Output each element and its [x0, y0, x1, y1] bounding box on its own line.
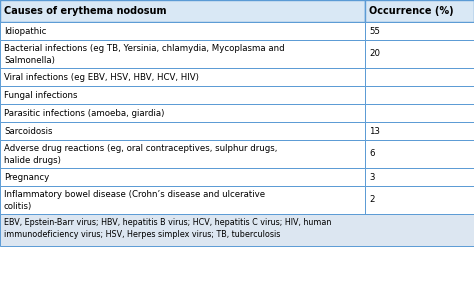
Text: Fungal infections: Fungal infections: [4, 90, 78, 99]
Text: Inflammatory bowel disease (Crohn’s disease and ulcerative
colitis): Inflammatory bowel disease (Crohn’s dise…: [4, 190, 265, 211]
Text: EBV, Epstein-Barr virus; HBV, hepatitis B virus; HCV, hepatitis C virus; HIV, hu: EBV, Epstein-Barr virus; HBV, hepatitis …: [4, 218, 331, 239]
Bar: [0, 40, 365, 68]
Bar: [0, 214, 474, 246]
Bar: [365, 140, 474, 168]
Text: Sarcoidosis: Sarcoidosis: [4, 126, 53, 135]
Text: 20: 20: [370, 50, 381, 58]
Bar: [365, 104, 474, 122]
Bar: [365, 22, 474, 40]
Bar: [365, 122, 474, 140]
Bar: [0, 68, 365, 86]
Bar: [0, 122, 365, 140]
Bar: [0, 140, 365, 168]
Text: Idiopathic: Idiopathic: [4, 26, 46, 35]
Bar: [0, 0, 365, 22]
Bar: [0, 168, 365, 186]
Text: 55: 55: [370, 26, 381, 35]
Text: 6: 6: [370, 149, 375, 158]
Bar: [365, 186, 474, 214]
Text: 3: 3: [370, 173, 375, 181]
Bar: [0, 104, 365, 122]
Bar: [365, 0, 474, 22]
Bar: [0, 186, 365, 214]
Bar: [365, 68, 474, 86]
Text: Bacterial infections (eg TB, Yersinia, chlamydia, Mycoplasma and
Salmonella): Bacterial infections (eg TB, Yersinia, c…: [4, 44, 284, 65]
Text: Causes of erythema nodosum: Causes of erythema nodosum: [4, 6, 166, 16]
Bar: [365, 40, 474, 68]
Text: Pregnancy: Pregnancy: [4, 173, 49, 181]
Bar: [365, 86, 474, 104]
Text: 2: 2: [370, 196, 375, 204]
Text: Viral infections (eg EBV, HSV, HBV, HCV, HIV): Viral infections (eg EBV, HSV, HBV, HCV,…: [4, 73, 199, 82]
Text: Occurrence (%): Occurrence (%): [368, 6, 453, 16]
Bar: [0, 22, 365, 40]
Bar: [0, 86, 365, 104]
Text: Parasitic infections (amoeba, giardia): Parasitic infections (amoeba, giardia): [4, 109, 164, 118]
Bar: [365, 168, 474, 186]
Text: 13: 13: [370, 126, 381, 135]
Text: Adverse drug reactions (eg, oral contraceptives, sulphur drugs,
halide drugs): Adverse drug reactions (eg, oral contrac…: [4, 144, 277, 165]
